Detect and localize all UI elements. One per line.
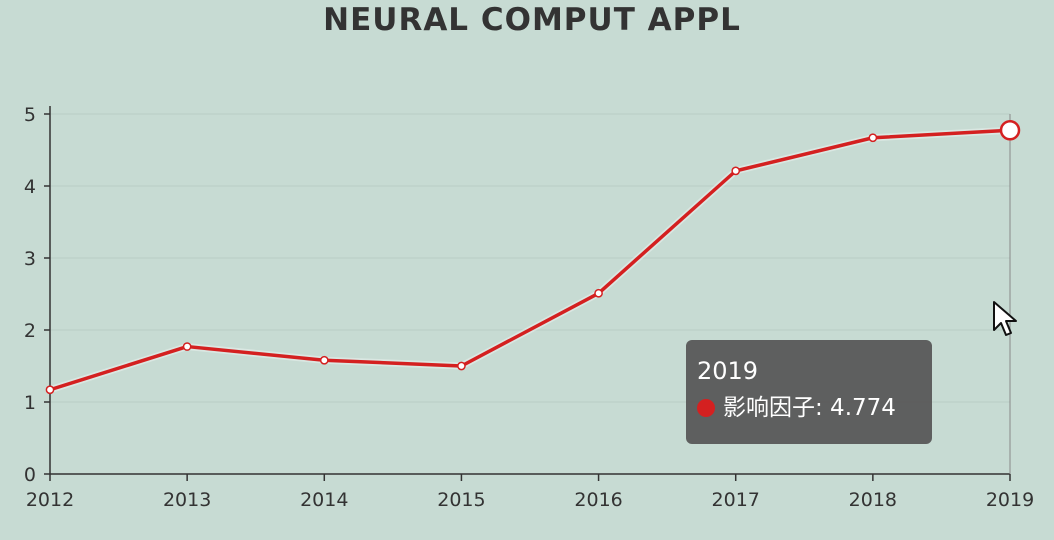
y-tick-label: 4 — [24, 176, 36, 198]
tooltip-title: 2019 — [697, 357, 759, 385]
y-tick-label: 2 — [24, 320, 36, 342]
series-line — [49, 128, 1011, 392]
data-point — [182, 342, 192, 351]
x-tick-label: 2019 — [986, 489, 1034, 511]
y-tick-label: 5 — [24, 104, 36, 126]
data-point — [457, 361, 466, 371]
y-tick-label: 3 — [24, 248, 36, 270]
data-point — [45, 385, 55, 395]
data-point — [868, 133, 878, 143]
x-tick-label: 2012 — [26, 489, 74, 511]
data-point — [731, 166, 741, 176]
data-point — [999, 120, 1021, 141]
x-tick-label: 2018 — [849, 489, 897, 511]
x-tick-label: 2014 — [300, 489, 348, 511]
data-point — [594, 288, 603, 298]
tooltip-value-text: 影响因子: 4.774 — [723, 395, 896, 421]
y-tick-label: 0 — [24, 464, 36, 486]
chart-title: NEURAL COMPUT APPL — [323, 2, 741, 38]
data-point — [319, 355, 329, 365]
x-tick-label: 2015 — [437, 489, 485, 511]
tooltip: 2019 影响因子: 4.774 — [686, 340, 932, 444]
y-tick-label: 1 — [24, 392, 36, 414]
x-tick-label: 2017 — [712, 489, 760, 511]
tooltip-row: 影响因子: 4.774 — [697, 388, 932, 428]
tooltip-series-marker — [697, 399, 715, 417]
x-tick-label: 2016 — [574, 489, 622, 511]
x-tick-label: 2013 — [163, 489, 211, 511]
mouse-pointer-icon — [993, 301, 1017, 336]
